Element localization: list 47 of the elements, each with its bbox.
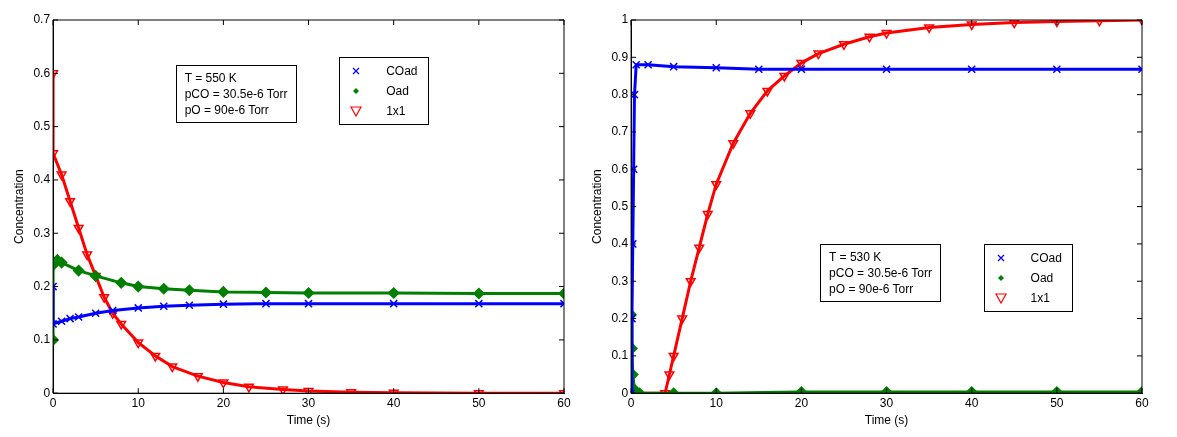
annotation: pCO = 30.5e-6 Torr <box>829 264 932 281</box>
x-axis-title: Time (s) <box>286 413 331 428</box>
legend-label: Oad <box>1030 269 1054 286</box>
y-tick-label: 0.5 <box>611 198 629 213</box>
x-tick-label: 10 <box>709 395 724 410</box>
annotation: T = 530 K <box>829 248 883 265</box>
y-tick-label: 0.8 <box>611 86 629 101</box>
x-tick-label: 30 <box>879 395 894 410</box>
y-axis-title: Concentration <box>589 169 604 244</box>
legend-label: Oad <box>386 83 409 100</box>
x-axis-title: Time (s) <box>864 413 909 428</box>
y-tick-label: 0 <box>43 385 51 400</box>
annotation: pO = 90e-6 Torr <box>184 101 270 118</box>
y-tick-label: 0.1 <box>611 348 629 363</box>
annotation: pO = 90e-6 Torr <box>829 280 915 297</box>
y-tick-label: 0.7 <box>33 12 51 27</box>
y-tick-label: 0.3 <box>611 273 629 288</box>
x-tick-label: 10 <box>131 395 146 410</box>
x-tick-label: 20 <box>216 395 231 410</box>
legend-label: 1x1 <box>1030 289 1050 306</box>
legend-label: 1x1 <box>386 103 406 120</box>
y-tick-label: 0.1 <box>33 332 51 347</box>
x-tick-label: 20 <box>794 395 809 410</box>
annotation: pCO = 30.5e-6 Torr <box>184 85 288 102</box>
annotation: T = 550 K <box>184 69 238 86</box>
y-tick-label: 0.2 <box>33 278 51 293</box>
y-tick-label: 0.7 <box>611 124 629 139</box>
x-tick-label: 50 <box>1050 395 1064 410</box>
y-tick-label: 0.9 <box>611 49 629 64</box>
y-tick-label: 0 <box>621 385 629 400</box>
y-tick-label: 0.3 <box>33 225 51 240</box>
legend-label: COad <box>1030 249 1062 266</box>
y-tick-label: 0.4 <box>611 236 629 251</box>
x-tick-label: 40 <box>387 395 401 410</box>
y-tick-label: 0.4 <box>33 172 51 187</box>
x-tick-label: 50 <box>472 395 486 410</box>
x-tick-label: 60 <box>557 395 571 410</box>
legend-label: COad <box>386 63 418 80</box>
x-tick-label: 40 <box>965 395 979 410</box>
y-tick-label: 0.5 <box>33 118 51 133</box>
x-tick-label: 30 <box>301 395 316 410</box>
x-tick-label: 60 <box>1135 395 1149 410</box>
y-tick-label: 0.6 <box>33 65 51 80</box>
y-tick-label: 1 <box>621 12 629 27</box>
y-tick-label: 0.2 <box>611 310 629 325</box>
y-tick-label: 0.6 <box>611 161 629 176</box>
y-axis-title: Concentration <box>11 169 26 244</box>
